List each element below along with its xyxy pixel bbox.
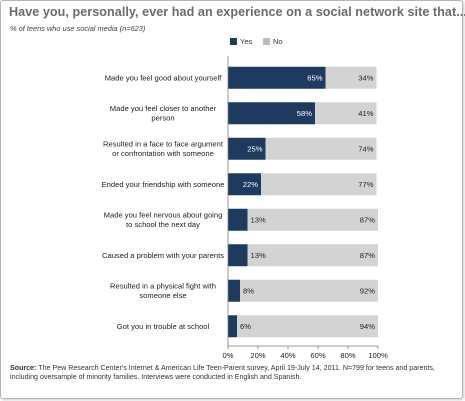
category-label: person [151, 114, 174, 123]
bar-no [261, 173, 377, 196]
bar-no [247, 244, 378, 267]
bar-no [265, 137, 377, 160]
category-label: to school the next day [126, 220, 200, 229]
category-label: Made you feel closer to another [110, 104, 217, 113]
chart-title: Have you, personally, ever had an experi… [9, 5, 465, 19]
bar-no [240, 279, 378, 302]
source-note: Source: The Pew Research Center's Intern… [10, 364, 454, 382]
bar-no [237, 315, 378, 338]
bar-yes [228, 66, 326, 89]
source-label: Source: [10, 364, 37, 372]
category-label: Resulted in a face to face argument [103, 140, 224, 149]
x-tick-label: 20% [250, 351, 265, 360]
data-label-no: 74% [358, 144, 373, 153]
bar-no [247, 208, 378, 231]
data-label-yes: 13% [251, 215, 266, 224]
chart-subtitle: % of teens who use social media (n=623) [10, 24, 146, 33]
x-tick-label: 80% [340, 351, 355, 360]
bar-yes [228, 208, 248, 231]
category-label: Made you feel nervous about going [104, 211, 223, 220]
category-label: Got you in trouble at school [117, 322, 210, 331]
data-label-yes: 22% [243, 180, 258, 189]
data-label-no: 77% [358, 180, 373, 189]
data-label-no: 34% [358, 73, 373, 82]
x-tick-label: 0% [223, 351, 234, 360]
data-label-yes: 25% [247, 144, 262, 153]
bar-no [325, 66, 377, 89]
data-label-no: 94% [360, 322, 375, 331]
legend-label-no: No [273, 37, 283, 46]
legend-swatch-no [263, 38, 270, 45]
category-label: Ended your friendship with someone [102, 180, 225, 189]
category-label: or confrontation with someone [112, 149, 214, 158]
data-label-no: 87% [360, 251, 375, 260]
category-label: someone else [139, 291, 186, 300]
bar-yes [228, 279, 240, 302]
data-label-no: 87% [360, 215, 375, 224]
category-label: Resulted in a physical fight with [110, 282, 216, 291]
x-tick-label: 40% [280, 351, 295, 360]
category-label: Made you feel good about yourself [105, 73, 222, 82]
bar-yes [228, 244, 248, 267]
data-label-yes: 58% [297, 109, 312, 118]
bar-yes [228, 315, 237, 338]
bar-no [315, 102, 377, 125]
bar-yes [228, 102, 315, 125]
bar-yes [228, 137, 266, 160]
x-tick-label: 100% [368, 351, 388, 360]
data-label-no: 41% [358, 109, 373, 118]
bar-yes [228, 173, 261, 196]
x-tick-label: 60% [310, 351, 325, 360]
source-text: The Pew Research Center's Internet & Ame… [10, 364, 435, 381]
data-label-yes: 13% [251, 251, 266, 260]
category-label: Caused a problem with your parents [102, 251, 224, 260]
legend-label-yes: Yes [240, 37, 252, 46]
data-label-yes: 6% [240, 322, 251, 331]
data-label-yes: 65% [307, 73, 322, 82]
legend-swatch-yes [230, 38, 237, 45]
data-label-yes: 8% [243, 286, 254, 295]
data-label-no: 92% [360, 286, 375, 295]
